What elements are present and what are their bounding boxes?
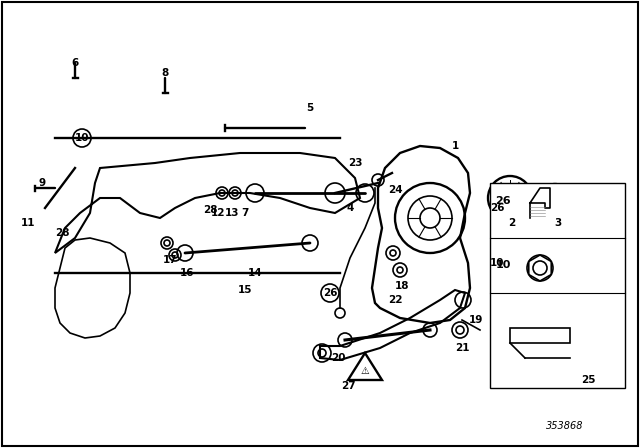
- Text: 27: 27: [340, 381, 355, 391]
- Text: 17: 17: [163, 255, 177, 265]
- Text: 2: 2: [508, 218, 516, 228]
- Text: 1: 1: [451, 141, 459, 151]
- Text: 12: 12: [211, 208, 225, 218]
- Text: 9: 9: [38, 178, 45, 188]
- Bar: [490, 183, 625, 388]
- Text: 18: 18: [395, 281, 409, 291]
- Text: 20: 20: [331, 353, 345, 363]
- Text: ⚠: ⚠: [360, 366, 369, 376]
- Text: 10: 10: [495, 260, 511, 270]
- Text: 6: 6: [72, 58, 79, 68]
- Text: 4: 4: [346, 203, 354, 213]
- Text: 21: 21: [455, 343, 469, 353]
- Text: 25: 25: [580, 375, 595, 385]
- Text: 19: 19: [469, 315, 483, 325]
- Text: 8: 8: [161, 68, 168, 78]
- Text: 13: 13: [225, 208, 239, 218]
- Text: 24: 24: [388, 185, 403, 195]
- Text: 26: 26: [323, 288, 337, 298]
- Text: 28: 28: [55, 228, 69, 238]
- Text: 28: 28: [203, 205, 217, 215]
- Text: 26: 26: [490, 203, 504, 213]
- Text: 16: 16: [180, 268, 195, 278]
- Text: 23: 23: [348, 158, 362, 168]
- Text: 7: 7: [241, 208, 249, 218]
- Text: 22: 22: [388, 295, 403, 305]
- Text: 3: 3: [554, 218, 562, 228]
- Text: 353868: 353868: [547, 421, 584, 431]
- Bar: [510, 328, 570, 343]
- Text: 10: 10: [75, 133, 89, 143]
- Text: 11: 11: [20, 218, 35, 228]
- Text: 15: 15: [237, 285, 252, 295]
- Text: 26: 26: [495, 196, 511, 206]
- Text: 14: 14: [248, 268, 262, 278]
- Text: 10: 10: [490, 258, 504, 268]
- Text: 5: 5: [307, 103, 314, 113]
